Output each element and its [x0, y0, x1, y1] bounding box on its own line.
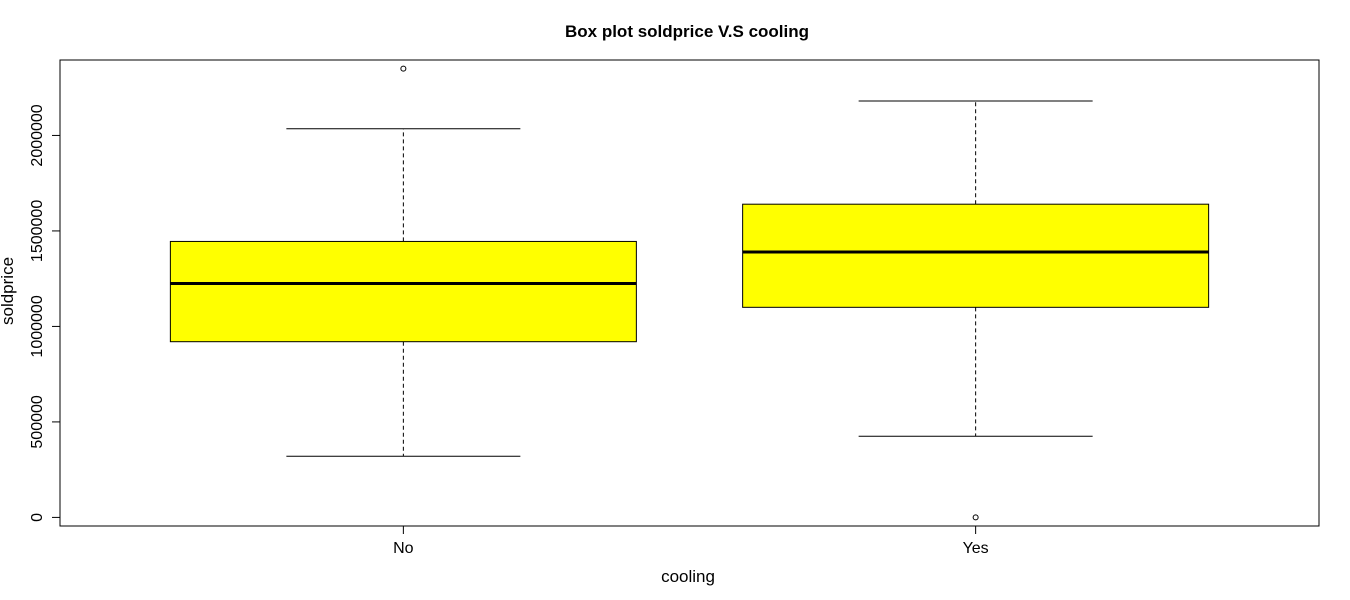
- y-tick-label: 500000: [29, 395, 46, 448]
- y-tick-label: 1000000: [29, 295, 46, 357]
- box-yes: [742, 203, 1210, 308]
- y-axis-label: soldprice: [0, 257, 17, 325]
- y-tick-label: 2000000: [29, 104, 46, 166]
- box-no: [169, 240, 637, 343]
- x-tick-label: Yes: [963, 540, 989, 557]
- y-tick-label: 0: [29, 513, 46, 522]
- boxes-group: [169, 65, 1210, 521]
- x-axis: No Yes: [393, 526, 989, 557]
- outlier-yes: [972, 514, 979, 521]
- outlier-no: [400, 65, 407, 72]
- x-axis-label: cooling: [661, 567, 715, 586]
- chart-title: Box plot soldprice V.S cooling: [565, 22, 809, 41]
- x-tick-label: No: [393, 540, 414, 557]
- y-axis: 0 500000 1000000 1500000 2000000: [29, 104, 61, 522]
- y-tick-label: 1500000: [29, 200, 46, 262]
